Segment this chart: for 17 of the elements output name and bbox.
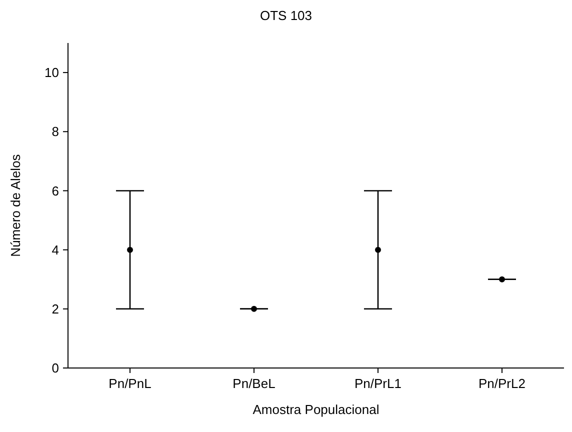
y-tick-label: 4 <box>52 242 59 258</box>
y-tick-label: 10 <box>44 65 59 80</box>
x-axis-title: Amostra Populacional <box>252 402 380 417</box>
x-tick-label: Pn/PrL1 <box>354 376 402 391</box>
y-tick-label: 6 <box>52 183 59 198</box>
y-axis-title: Número de Alelos <box>8 154 23 257</box>
x-tick-label: Pn/BeL <box>232 376 276 391</box>
y-tick-label: 2 <box>52 301 59 316</box>
point <box>375 246 381 253</box>
point <box>499 276 505 282</box>
point <box>251 306 257 312</box>
y-tick-label: 0 <box>52 360 59 376</box>
point <box>127 246 133 253</box>
x-tick-label: Pn/PnL <box>108 376 152 391</box>
chart-title: OTS 103 <box>260 8 312 23</box>
x-tick-label: Pn/PrL2 <box>478 376 526 391</box>
y-tick-label: 8 <box>52 124 59 140</box>
